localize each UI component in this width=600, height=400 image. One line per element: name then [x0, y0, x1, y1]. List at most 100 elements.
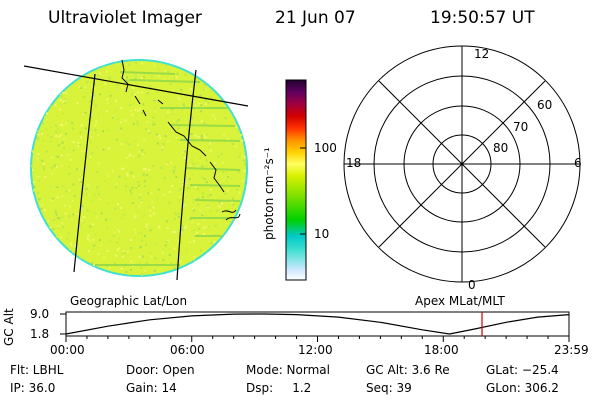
- speckle: [38, 198, 41, 200]
- speckle: [195, 105, 198, 108]
- speckle: [201, 214, 204, 217]
- speckle: [182, 181, 185, 183]
- speckle: [184, 273, 187, 276]
- speckle: [138, 262, 141, 265]
- speckle: [55, 155, 58, 158]
- speckle: [184, 226, 187, 229]
- speckle: [196, 162, 199, 165]
- speckle: [228, 85, 231, 88]
- speckle: [62, 226, 65, 229]
- x-tick-label-3: 18:00: [424, 343, 459, 357]
- speckle: [99, 198, 102, 201]
- speckle: [80, 87, 83, 89]
- speckle: [48, 249, 50, 252]
- speckle: [242, 159, 245, 162]
- speckle: [96, 216, 98, 219]
- speckle: [132, 87, 135, 89]
- speckle: [57, 85, 60, 88]
- speckle: [171, 184, 174, 187]
- speckle: [225, 179, 228, 182]
- speckle: [188, 178, 191, 181]
- speckle: [199, 73, 202, 76]
- speckle: [47, 83, 50, 86]
- speckle: [36, 92, 39, 95]
- colorbar-rect: [285, 79, 307, 281]
- speckle: [220, 152, 223, 155]
- speckle: [92, 238, 95, 241]
- speckle: [113, 231, 116, 234]
- speckle: [177, 137, 179, 140]
- speckle: [206, 164, 209, 167]
- speckle: [115, 109, 117, 111]
- speckle: [65, 267, 68, 270]
- speckle: [76, 102, 79, 104]
- speckle: [134, 231, 137, 234]
- speckle: [65, 63, 68, 66]
- speckle: [197, 203, 200, 206]
- speckle: [216, 209, 219, 212]
- speckle: [135, 74, 138, 77]
- speckle: [106, 98, 109, 101]
- speckle: [168, 191, 171, 193]
- speckle: [139, 193, 142, 196]
- speckle: [86, 209, 89, 212]
- mlt-label-bottom: 0: [468, 278, 476, 292]
- speckle: [138, 108, 141, 110]
- speckle: [85, 81, 88, 84]
- speckle: [106, 172, 109, 175]
- speckle: [188, 241, 191, 244]
- speckle: [70, 242, 72, 245]
- speckle: [213, 240, 216, 243]
- speckle: [112, 235, 115, 237]
- speckle: [50, 186, 53, 189]
- speckle: [161, 252, 164, 254]
- speckle: [142, 173, 145, 176]
- speckle: [229, 266, 232, 269]
- coastline-mid: [167, 121, 207, 157]
- speckle: [109, 78, 112, 81]
- speckle: [82, 216, 85, 218]
- speckle: [177, 96, 180, 99]
- speckle: [226, 209, 229, 212]
- speckle: [49, 105, 52, 108]
- speckle: [244, 163, 247, 166]
- speckle: [202, 226, 205, 229]
- speckle: [164, 135, 167, 137]
- speckle: [219, 251, 222, 254]
- speckle: [230, 177, 233, 180]
- speckle: [156, 198, 159, 201]
- speckle: [54, 94, 57, 97]
- speckle: [54, 163, 57, 166]
- speckle: [168, 201, 171, 204]
- speckle: [196, 188, 199, 191]
- speckle: [49, 95, 52, 98]
- speckle: [240, 140, 243, 143]
- speckle: [61, 124, 64, 127]
- speckle: [91, 152, 94, 155]
- speckle: [208, 142, 211, 145]
- speckle: [245, 243, 247, 246]
- speckle: [34, 116, 37, 118]
- speckle: [162, 275, 165, 276]
- speckle: [243, 117, 246, 120]
- speckle: [35, 269, 38, 272]
- speckle: [135, 187, 138, 189]
- speckle: [148, 206, 151, 209]
- speckle: [53, 218, 55, 221]
- speckle: [190, 161, 193, 164]
- speckle: [240, 79, 243, 82]
- speckle: [141, 149, 144, 152]
- speckle: [51, 197, 54, 200]
- speckle: [139, 246, 142, 248]
- speckle: [108, 266, 111, 269]
- speckle: [175, 267, 178, 270]
- speckle: [102, 130, 104, 133]
- speckle: [201, 192, 204, 195]
- speckle: [106, 226, 108, 229]
- speckle: [48, 74, 51, 77]
- altitude-series-line: [65, 313, 570, 335]
- speckle: [140, 232, 143, 235]
- speckle: [85, 188, 88, 190]
- speckle: [238, 248, 241, 251]
- speckle: [146, 121, 149, 124]
